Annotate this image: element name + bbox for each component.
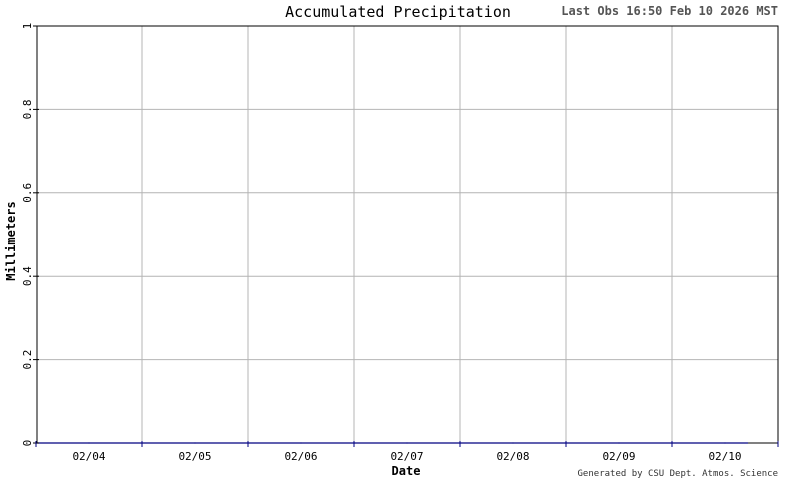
data-point xyxy=(512,442,514,444)
y-tick-label: 0.6 xyxy=(21,183,34,203)
data-point xyxy=(406,442,408,444)
credit-text: Generated by CSU Dept. Atmos. Science xyxy=(578,469,778,479)
x-tick-label: 02/04 xyxy=(72,450,105,463)
x-tick-label: 02/06 xyxy=(284,450,317,463)
x-tick-label: 02/09 xyxy=(602,450,635,463)
grid xyxy=(37,25,778,443)
x-tick-label: 02/07 xyxy=(390,450,423,463)
x-tick-label: 02/05 xyxy=(178,450,211,463)
y-tick-label: 0.4 xyxy=(21,266,34,286)
data-point xyxy=(300,442,302,444)
x-axis-ticks: 02/04 02/05 02/06 02/07 02/08 02/09 02/10 xyxy=(35,441,779,463)
x-axis-label: Date xyxy=(392,464,421,478)
data-point xyxy=(194,442,196,444)
y-tick-label: 1 xyxy=(21,23,34,30)
series-layer xyxy=(36,442,748,444)
y-tick-label: 0.8 xyxy=(21,99,34,119)
y-axis-ticks: 0 0.2 0.4 0.6 0.8 1 xyxy=(21,23,39,447)
last-obs-timestamp: Last Obs 16:50 Feb 10 2026 MST xyxy=(561,4,778,18)
chart-title: Accumulated Precipitation xyxy=(285,3,511,21)
data-point xyxy=(724,442,726,444)
plot-frame xyxy=(36,25,779,444)
x-tick-label: 02/08 xyxy=(496,450,529,463)
y-tick-label: 0.2 xyxy=(21,350,34,370)
data-point xyxy=(88,442,90,444)
y-axis-label: Millimeters xyxy=(4,201,18,280)
y-tick-label: 0 xyxy=(21,440,34,447)
data-point xyxy=(618,442,620,444)
x-tick-label: 02/10 xyxy=(708,450,741,463)
